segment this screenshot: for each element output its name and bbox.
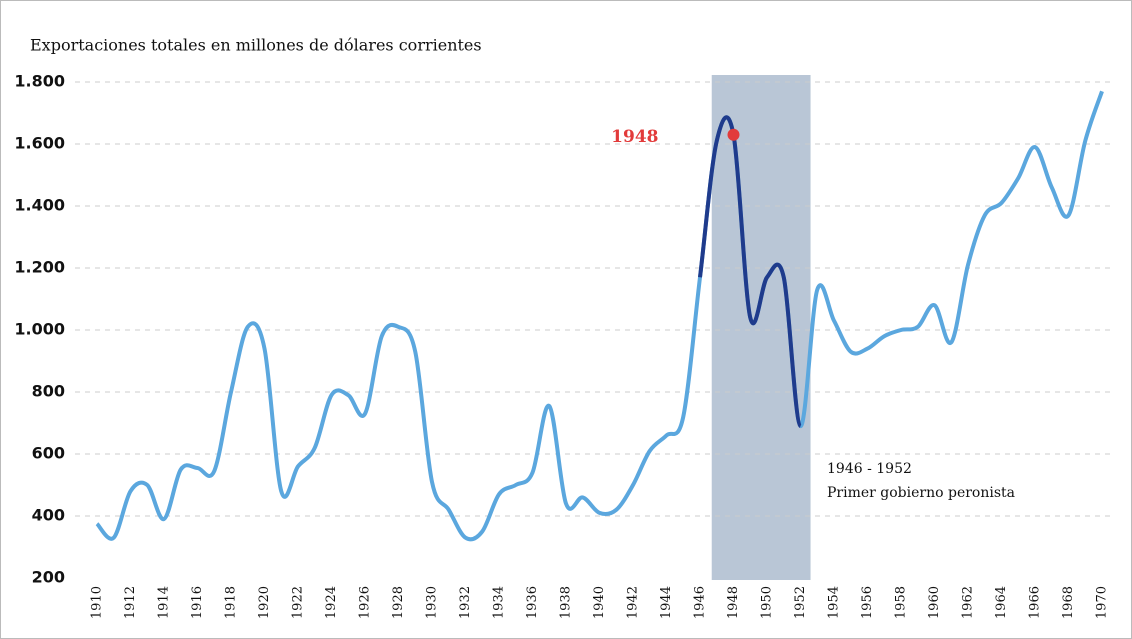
x-tick-label: 1950: [760, 586, 775, 619]
x-tick-label: 1920: [257, 586, 272, 619]
x-tick-label: 1944: [659, 586, 674, 619]
x-tick-label: 1924: [324, 586, 339, 619]
x-tick-label: 1942: [626, 586, 641, 619]
x-tick-label: 1964: [994, 586, 1009, 619]
x-tick-label: 1910: [90, 586, 105, 619]
x-tick-label: 1918: [224, 586, 239, 619]
x-tick-label: 1966: [1028, 586, 1043, 619]
x-tick-label: 1930: [425, 586, 440, 619]
x-tick-label: 1962: [961, 586, 976, 619]
highlight-line: [698, 115, 803, 429]
shaded-band: [711, 75, 811, 580]
chart-title: Exportaciones totales en millones de dól…: [30, 36, 482, 55]
annotation: Primer gobierno peronista: [827, 485, 1015, 501]
y-tick-label: 1.200: [14, 258, 65, 277]
x-tick-label: 1946: [693, 586, 708, 619]
x-tick-label: 1940: [592, 586, 607, 619]
line: [95, 90, 1104, 542]
y-tick-label: 1.800: [14, 72, 65, 91]
x-tick-label: 1960: [927, 586, 942, 619]
x-tick-label: 1936: [525, 586, 540, 619]
x-tick-label: 1926: [358, 586, 373, 619]
x-tick-label: 1916: [190, 586, 205, 619]
x-tick-label: 1938: [559, 586, 574, 619]
y-tick-label: 400: [32, 506, 65, 525]
marker-point: [727, 128, 740, 141]
y-tick-label: 200: [32, 568, 65, 587]
x-tick-label: 1934: [492, 586, 507, 619]
x-tick-label: 1912: [123, 586, 138, 619]
x-tick-label: 1952: [793, 586, 808, 619]
x-tick-label: 1970: [1095, 586, 1110, 619]
x-tick-label: 1968: [1061, 586, 1076, 619]
x-tick-label: 1954: [827, 586, 842, 619]
x-tick-label: 1922: [291, 586, 306, 619]
x-tick-label: 1948: [726, 586, 741, 619]
y-tick-label: 800: [32, 382, 65, 401]
y-tick-label: 1.400: [14, 196, 65, 215]
x-tick-label: 1958: [894, 586, 909, 619]
marker-label: 1948: [611, 127, 658, 147]
y-tick-label: 1.600: [14, 134, 65, 153]
x-tick-label: 1914: [157, 586, 172, 619]
x-tick-label: 1932: [458, 586, 473, 619]
y-tick-label: 600: [32, 444, 65, 463]
x-tick-label: 1956: [860, 586, 875, 619]
x-tick-label: 1928: [391, 586, 406, 619]
annotation: 1946 - 1952: [827, 461, 912, 477]
y-tick-label: 1.000: [14, 320, 65, 339]
